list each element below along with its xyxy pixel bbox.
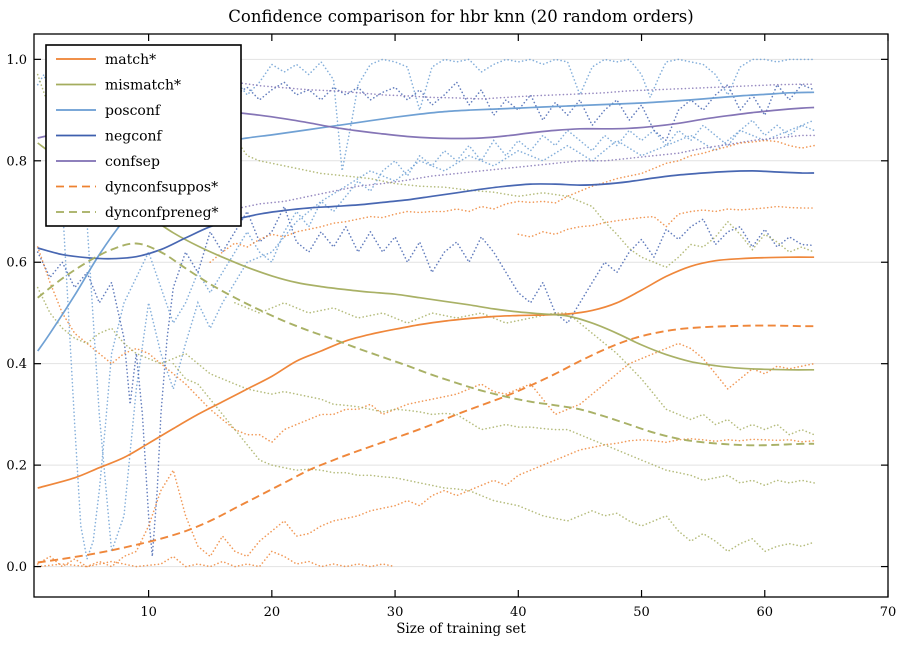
run-dynconfsuppos-2	[36, 550, 396, 568]
run-confsep-1	[234, 81, 815, 100]
axes: 10 20 30 40 50 60 70 0.0 0.2 0.4 0.6 0.8 1.0	[6, 33, 897, 620]
legend-item-dynconfpreneg: dynconfpreneg*	[56, 205, 219, 221]
y-tick-label-0.2: 0.2	[6, 459, 27, 474]
legend-item-dynconfsuppos: dynconfsuppos*	[56, 179, 218, 195]
legend-label: posconf	[105, 103, 162, 119]
run-dynconfpreneg-1	[36, 286, 815, 487]
legend-label: dynconfpreneg*	[105, 205, 219, 221]
run-mismatch-1	[36, 73, 815, 269]
run-dynconfsuppos-1	[36, 437, 815, 568]
run-mismatch-2	[234, 301, 815, 436]
x-tick-label-70: 70	[880, 605, 897, 620]
y-tick-label-0.8: 0.8	[6, 154, 27, 169]
series-dynconfpreneg	[37, 242, 815, 447]
legend-label: confsep	[105, 154, 160, 170]
run-posconf-1	[234, 58, 815, 172]
legend-item-posconf: posconf	[56, 103, 162, 119]
series-negconf	[37, 170, 815, 260]
y-tick-label-0.6: 0.6	[6, 256, 27, 271]
run-posconf-3	[86, 119, 815, 552]
legend-item-match: match*	[56, 52, 156, 68]
x-tick-label-50: 50	[633, 605, 650, 620]
run-match-1	[209, 139, 815, 263]
legend-label: mismatch*	[105, 77, 181, 93]
legend-item-negconf: negconf	[56, 128, 164, 144]
x-tick-label-10: 10	[140, 605, 157, 620]
run-match-2	[517, 205, 815, 238]
individual-run-lines	[36, 58, 815, 568]
series-mismatch	[37, 142, 815, 371]
legend-label: match*	[105, 52, 156, 68]
x-tick-label-20: 20	[264, 605, 281, 620]
run-dynconfpreneg-2	[172, 362, 815, 553]
y-tick-label-1.0: 1.0	[6, 53, 27, 68]
legend-item-mismatch: mismatch*	[56, 77, 181, 93]
run-posconf-2	[36, 72, 815, 563]
x-tick-label-30: 30	[387, 605, 404, 620]
run-confsep-2	[234, 134, 815, 210]
axes-box	[33, 33, 889, 598]
run-match-3	[36, 246, 815, 444]
legend-label: negconf	[105, 128, 164, 144]
chart-title: Confidence comparison for hbr knn (20 ra…	[228, 7, 693, 26]
y-tick-label-0.4: 0.4	[6, 357, 27, 372]
x-tick-label-60: 60	[756, 605, 773, 620]
legend-item-confsep: confsep	[56, 154, 160, 170]
x-tick-label-40: 40	[510, 605, 527, 620]
series-dynconfsuppos	[37, 324, 815, 564]
legend-label: dynconfsuppos*	[105, 179, 218, 195]
run-negconf-2	[36, 204, 815, 557]
y-tick-label-0.0: 0.0	[6, 560, 27, 575]
series-match	[37, 256, 815, 489]
run-negconf-1	[234, 80, 815, 142]
legend: match* mismatch* posconf negconf confsep dync…	[45, 44, 242, 227]
x-axis-label: Size of training set	[396, 621, 526, 637]
